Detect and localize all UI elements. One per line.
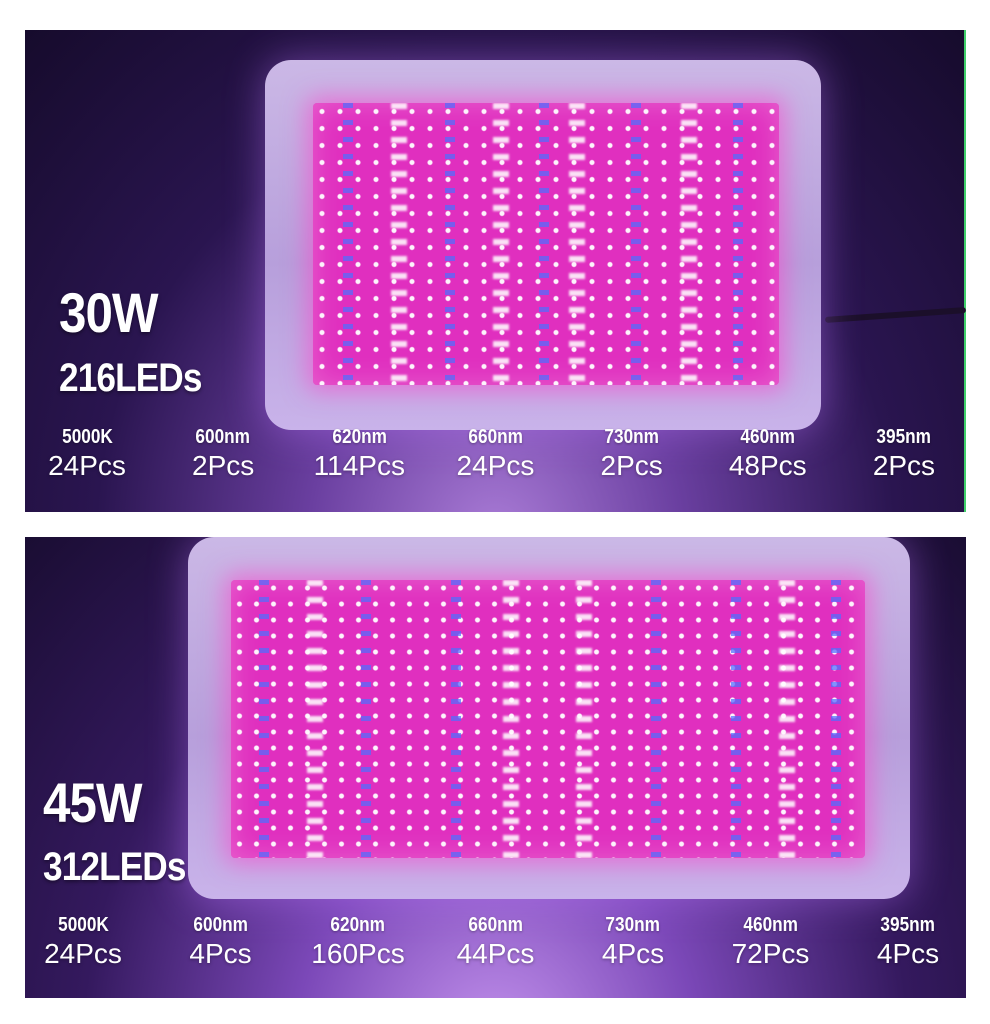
panel-edge-line bbox=[964, 30, 966, 512]
spec-count: 2Pcs bbox=[872, 450, 936, 481]
spec-label: 5000K bbox=[57, 914, 109, 936]
spec-count: 24Pcs bbox=[456, 450, 535, 481]
led-board bbox=[231, 580, 865, 858]
spec-count: 4Pcs bbox=[876, 938, 940, 969]
spec-count: 114Pcs bbox=[313, 450, 405, 481]
grow-light-30w-panel: 30W 216LEDs 5000K 24Pcs 600nm 2Pcs 620nm 11… bbox=[25, 30, 966, 512]
power-cable bbox=[824, 307, 966, 323]
spec-label: 660nm bbox=[468, 914, 523, 936]
spec-count: 24Pcs bbox=[48, 450, 126, 481]
spec-item: 660nm 44Pcs bbox=[434, 913, 558, 971]
spec-count: 48Pcs bbox=[728, 450, 807, 481]
spec-count: 44Pcs bbox=[456, 938, 535, 969]
led-count-label: 312LEDs bbox=[43, 845, 186, 889]
spec-count: 2Pcs bbox=[192, 450, 255, 481]
spec-count: 160Pcs bbox=[311, 938, 405, 969]
spec-label: 395nm bbox=[876, 426, 932, 448]
spec-row: 5000K 24Pcs 600nm 2Pcs 620nm 114Pcs 660nm 24… bbox=[25, 425, 966, 483]
spec-item: 460nm 72Pcs bbox=[709, 913, 833, 971]
spec-item: 460nm 48Pcs bbox=[706, 425, 830, 483]
spec-item: 5000K 24Pcs bbox=[25, 425, 149, 483]
spec-label: 620nm bbox=[332, 426, 387, 448]
spec-count: 4Pcs bbox=[189, 938, 252, 969]
spec-item: 730nm 4Pcs bbox=[571, 913, 695, 971]
spec-item: 730nm 2Pcs bbox=[570, 425, 694, 483]
spec-item: 620nm 114Pcs bbox=[297, 425, 421, 483]
spec-label: 660nm bbox=[468, 426, 523, 448]
spec-count: 24Pcs bbox=[44, 938, 122, 969]
spec-label: 5000K bbox=[61, 426, 113, 448]
wattage-label: 30W bbox=[59, 281, 159, 344]
wattage-label: 45W bbox=[43, 771, 143, 834]
spec-item: 660nm 24Pcs bbox=[433, 425, 557, 483]
spec-label: 730nm bbox=[605, 914, 661, 936]
spec-count: 4Pcs bbox=[601, 938, 665, 969]
spec-label: 620nm bbox=[330, 914, 386, 936]
spec-item: 395nm 4Pcs bbox=[846, 913, 966, 971]
spec-item: 5000K 24Pcs bbox=[25, 913, 145, 971]
grow-light-45w-panel: 45W 312LEDs 5000K 24Pcs 600nm 4Pcs 620nm 16… bbox=[25, 537, 966, 998]
spec-label: 395nm bbox=[880, 914, 936, 936]
spec-item: 600nm 4Pcs bbox=[159, 913, 283, 971]
led-board bbox=[313, 103, 779, 385]
spec-label: 460nm bbox=[740, 426, 796, 448]
spec-item: 620nm 160Pcs bbox=[296, 913, 420, 971]
spec-item: 600nm 2Pcs bbox=[161, 425, 285, 483]
spec-label: 460nm bbox=[743, 914, 798, 936]
spec-count: 2Pcs bbox=[600, 450, 663, 481]
spec-row: 5000K 24Pcs 600nm 4Pcs 620nm 160Pcs 660nm 44… bbox=[25, 913, 966, 971]
spec-label: 600nm bbox=[193, 914, 248, 936]
spec-label: 600nm bbox=[195, 426, 251, 448]
spec-count: 72Pcs bbox=[731, 938, 810, 969]
spec-label: 730nm bbox=[604, 426, 659, 448]
led-count-label: 216LEDs bbox=[59, 356, 202, 400]
spec-item: 395nm 2Pcs bbox=[842, 425, 966, 483]
